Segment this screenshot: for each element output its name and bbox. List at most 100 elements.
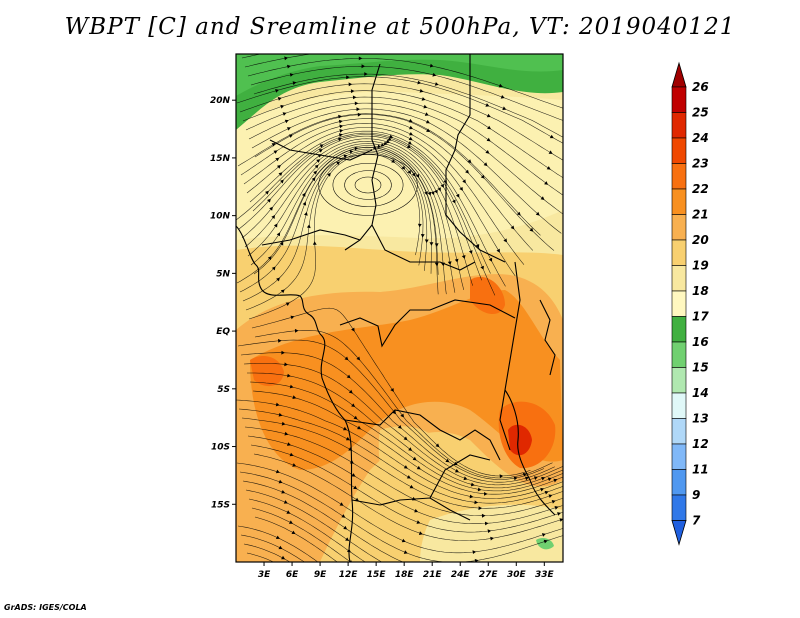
lon-tick-label: 9E [314, 570, 327, 580]
streamline-arrow [289, 384, 294, 389]
lon-tick-label: 30E [507, 570, 527, 580]
vortex-streamline [318, 154, 418, 216]
streamline-arrow [434, 243, 439, 247]
streamline-arrow [278, 545, 283, 550]
streamline-arrow [429, 63, 434, 68]
streamline-arrow [284, 56, 288, 61]
wbpt-16-spot [536, 538, 554, 550]
streamline [244, 141, 464, 290]
streamline-arrow [284, 362, 288, 367]
streamline-arrow [302, 201, 307, 206]
streamline-arrow [269, 206, 273, 211]
colorbar-label: 14 [692, 386, 709, 400]
lake-victoria-area [539, 299, 556, 376]
colorbar-label: 20 [692, 233, 709, 247]
streamline-arrow [498, 83, 503, 88]
streamline-arrow [408, 118, 413, 123]
streamline-arrow [485, 150, 490, 154]
streamline [239, 148, 432, 293]
colorbar-segment [671, 469, 687, 496]
streamline-arrow [267, 256, 272, 261]
streamline [237, 113, 541, 236]
streamline-arrow [278, 479, 283, 484]
streamline-arrow [288, 520, 293, 524]
streamline-arrow [357, 425, 362, 430]
streamline-arrow [285, 302, 290, 306]
car-border [371, 224, 476, 271]
streamline-arrow [282, 112, 287, 116]
streamline-arrow [391, 159, 395, 163]
streamline [251, 307, 531, 477]
streamline-arrow [276, 232, 281, 237]
streamline-arrow [275, 89, 279, 93]
streamline-arrow [432, 72, 437, 77]
streamline-arrow [522, 472, 527, 477]
streamline-arrow [486, 113, 491, 118]
colorbar-label: 26 [692, 80, 709, 94]
streamline [241, 417, 563, 509]
streamline [247, 143, 456, 293]
streamline [239, 83, 563, 161]
colorbar-segment [671, 239, 687, 266]
streamline-arrow [481, 513, 486, 518]
streamline-arrow [351, 473, 356, 477]
streamline-arrow [541, 533, 546, 537]
streamline-arrow [408, 447, 413, 451]
streamline-arrow [356, 107, 360, 112]
lon-tick-label: 15E [367, 570, 387, 580]
vortex-streamline [344, 170, 392, 200]
streamline-arrow [425, 119, 430, 124]
colorbar-label: 24 [692, 131, 709, 145]
streamline-arrow [343, 426, 347, 431]
streamline-arrow [424, 191, 428, 196]
streamline [247, 58, 563, 109]
lon-tick-label: 6E [286, 570, 299, 580]
streamline-arrow [353, 415, 358, 420]
streamline-arrow [533, 476, 538, 480]
streamline-arrow [547, 477, 552, 482]
streamline-arrow [387, 137, 392, 141]
streamline-arrow [364, 72, 368, 76]
streamline-arrow [401, 538, 406, 543]
wbpt-25-spot [508, 424, 532, 456]
streamline-arrow [389, 134, 394, 139]
streamline-arrow [275, 157, 280, 162]
colorbar-segment [671, 392, 687, 419]
lat-axis: 20N 15N 10N 5N EQ 5S 10S 15S [210, 96, 236, 510]
namibia-border [351, 497, 471, 521]
streamline-arrow [510, 225, 515, 230]
streamline-arrow [277, 165, 281, 169]
streamline-arrow [278, 338, 282, 343]
streamline-arrow [412, 456, 417, 461]
niger-border [269, 139, 373, 161]
colorbar-label: 11 [692, 463, 709, 477]
streamline-arrow [292, 395, 297, 399]
streamline-arrow [284, 119, 289, 124]
streamline [248, 153, 421, 320]
streamline-arrow [496, 248, 500, 253]
streamline [254, 114, 555, 251]
streamline [248, 102, 563, 215]
streamline [236, 462, 563, 554]
streamline-arrow [459, 186, 463, 191]
streamline-arrow [403, 436, 408, 441]
streamline-arrow [503, 238, 507, 243]
grads-credit: GrADS: IGES/COLA [4, 603, 87, 612]
streamline-arrow [289, 452, 294, 457]
lon-tick-label: 33E [535, 570, 555, 580]
streamline [252, 390, 563, 495]
streamline [247, 372, 563, 489]
streamline-arrow [414, 508, 419, 513]
streamline-arrow [403, 550, 408, 554]
streamline-arrow [281, 350, 285, 355]
streamline-arrow [275, 535, 280, 539]
angola-border [344, 409, 501, 461]
streamline-arrow [535, 211, 540, 216]
streamline-arrow [403, 465, 408, 469]
streamline-arrow [546, 166, 551, 170]
streamline-arrow [454, 258, 459, 263]
streamline-arrow [513, 476, 518, 481]
streamline-arrow [516, 211, 521, 216]
lon-tick-label: 18E [395, 570, 415, 580]
streamline-arrow [474, 558, 479, 562]
